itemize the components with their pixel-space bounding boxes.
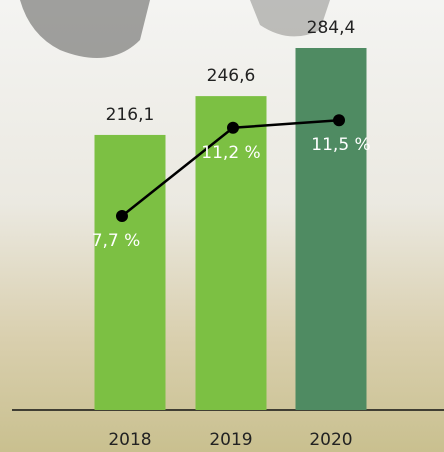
x-tick-label: 2018 — [108, 430, 151, 450]
photo-silhouette — [20, 0, 150, 58]
line-value-label: 11,2 % — [201, 143, 260, 163]
value-label: 284,4 — [307, 18, 356, 38]
bar — [295, 48, 367, 410]
photo-silhouette — [250, 0, 330, 37]
x-tick-label: 2020 — [309, 430, 352, 450]
line-value-label: 7,7 % — [92, 231, 141, 251]
bar — [94, 134, 166, 410]
value-label: 246,6 — [207, 66, 256, 86]
line-value-label: 11,5 % — [311, 135, 370, 155]
line-point — [333, 114, 345, 127]
line-point — [116, 209, 128, 222]
value-label: 216,1 — [106, 105, 155, 125]
line-point — [227, 121, 239, 134]
x-tick-label: 2019 — [209, 430, 252, 450]
